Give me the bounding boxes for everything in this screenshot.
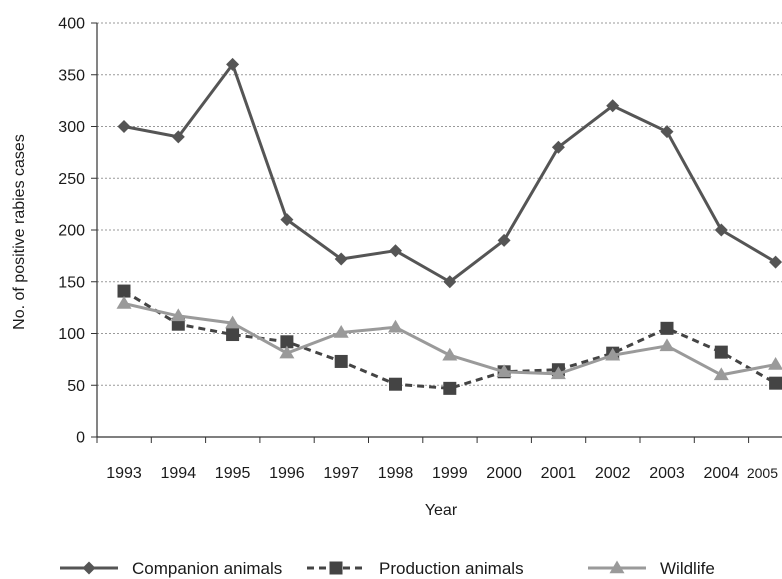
x-tick-label: 1993 (106, 465, 142, 482)
data-point-wildlife (550, 366, 566, 380)
x-tick-label: 1996 (269, 465, 305, 482)
legend-marker-wildlife (609, 560, 625, 574)
x-tick-label: 2000 (486, 465, 522, 482)
data-point-companion-animals (714, 223, 728, 237)
data-point-companion-animals (606, 99, 620, 113)
series-line-wildlife (123, 302, 776, 377)
legend-item-wildlife: Wildlife (588, 559, 715, 578)
x-tick-label: 1997 (323, 465, 359, 482)
data-point-wildlife (605, 347, 621, 361)
data-point-production-animals (443, 381, 457, 395)
x-tick-label: 2001 (541, 465, 577, 482)
x-tick-label: 2003 (649, 465, 685, 482)
data-point-wildlife (333, 324, 349, 338)
y-axis-ticks: 0 50 100 150 200 250 300 350 400 (58, 16, 97, 447)
data-point-wildlife (659, 338, 675, 352)
data-point-companion-animals (660, 125, 674, 139)
series-line-companion-animals (123, 62, 777, 284)
series-production-animals (117, 284, 782, 395)
x-tick-label: 1994 (161, 465, 197, 482)
x-tick-label: 1995 (215, 465, 251, 482)
x-tick-label: 2004 (704, 465, 740, 482)
legend-label-production-animals: Production animals (379, 559, 524, 578)
data-point-companion-animals (334, 252, 348, 266)
data-point-companion-animals (551, 140, 565, 154)
y-tick-label: 150 (58, 274, 85, 291)
data-point-companion-animals (443, 275, 457, 289)
data-point-production-animals (389, 377, 402, 391)
gridlines (97, 22, 782, 386)
x-axis-ticks: 1993 1994 1995 1996 1997 1998 1999 2000 2001 2002… (96, 437, 778, 482)
y-tick-label: 250 (58, 171, 85, 188)
x-tick-label: 2002 (595, 465, 631, 482)
y-tick-label: 0 (76, 430, 85, 447)
data-point-companion-animals (226, 57, 240, 71)
data-point-production-animals (226, 328, 240, 342)
series-line-production-animals (123, 289, 777, 390)
y-tick-label: 300 (58, 119, 85, 136)
data-point-production-animals (117, 284, 131, 298)
data-point-companion-animals (769, 255, 782, 269)
data-point-production-animals (769, 376, 782, 390)
x-tick-label: 1999 (432, 465, 468, 482)
series-wildlife (116, 295, 782, 381)
data-point-wildlife (279, 345, 295, 359)
data-point-wildlife (768, 357, 782, 370)
series-companion-animals (117, 57, 782, 289)
legend-label-companion-animals: Companion animals (132, 559, 282, 578)
data-point-companion-animals (389, 244, 402, 258)
axes (96, 23, 782, 438)
y-tick-label: 350 (58, 67, 85, 84)
data-point-companion-animals (117, 120, 131, 133)
data-point-companion-animals (280, 213, 294, 227)
data-point-wildlife (713, 367, 729, 381)
legend-item-companion-animals: Companion animals (60, 559, 282, 578)
legend-marker-production-animals (329, 561, 343, 575)
data-point-wildlife (442, 347, 458, 361)
legend-label-wildlife: Wildlife (660, 559, 715, 578)
legend: Companion animals Production animals Wildl… (60, 559, 715, 578)
x-tick-label: 1998 (378, 465, 414, 482)
y-tick-label: 200 (58, 223, 85, 240)
legend-marker-companion-animals (82, 561, 96, 575)
y-tick-label: 400 (58, 16, 85, 33)
data-point-production-animals (660, 321, 674, 335)
data-point-companion-animals (171, 130, 185, 144)
data-point-production-animals (334, 354, 348, 368)
series-layer (116, 57, 782, 395)
data-point-production-animals (714, 345, 728, 359)
x-axis-title: Year (425, 502, 458, 519)
x-tick-label: 2005 (747, 465, 778, 481)
y-tick-label: 50 (67, 378, 85, 395)
data-point-wildlife (225, 315, 241, 329)
data-point-companion-animals (497, 233, 511, 247)
data-point-wildlife (170, 308, 186, 322)
legend-item-production-animals: Production animals (307, 559, 524, 578)
y-axis-title: No. of positive rabies cases (11, 134, 28, 330)
data-point-wildlife (496, 364, 512, 378)
data-point-production-animals (280, 335, 294, 349)
y-tick-label: 100 (58, 326, 85, 343)
data-point-wildlife (388, 319, 403, 333)
data-point-wildlife (116, 295, 132, 309)
